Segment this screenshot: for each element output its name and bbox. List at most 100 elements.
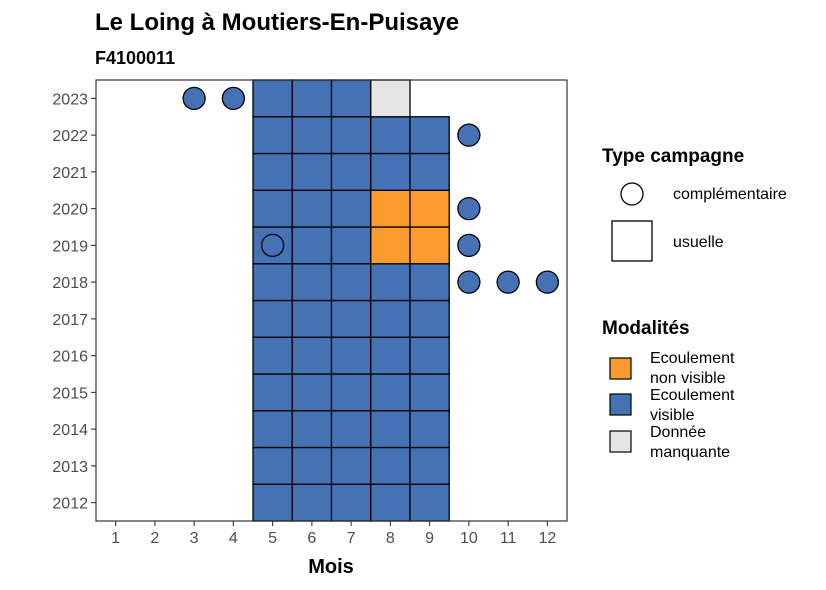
- cell-usuelle-2017-9: [409, 299, 450, 338]
- legend-modality-title: Modalités: [602, 318, 690, 339]
- cell-usuelle-2015-5: [252, 373, 293, 412]
- x-tick-label-7: 7: [347, 530, 356, 547]
- cell-usuelle-2023-6: [291, 79, 333, 118]
- cell-usuelle-2016-9: [409, 336, 450, 375]
- cell-usuelle-2023-7: [330, 79, 372, 118]
- panel-border: [95, 79, 568, 522]
- y-tick-label-2015: 2015: [52, 385, 88, 402]
- x-axis: 1 2 3 4 5 6 7 8 9 10 11 12: [111, 521, 556, 547]
- cell-usuelle-2016-7: [330, 336, 372, 375]
- cell-usuelle-2012-9: [409, 483, 450, 522]
- cell-usuelle-2019-9: [409, 226, 450, 265]
- point-complementaire-2018-10: [457, 270, 481, 294]
- y-tick-label-2023: 2023: [52, 91, 88, 108]
- x-tick-label-5: 5: [268, 530, 277, 547]
- legend-modality-visible-label-2: visible: [650, 407, 695, 424]
- x-axis-label: Mois: [308, 556, 354, 578]
- cell-usuelle-2014-9: [409, 410, 450, 449]
- cell-usuelle-2019-8: [370, 226, 411, 265]
- legend-modality-missing-label-2: manquante: [650, 444, 730, 461]
- cell-usuelle-2021-8: [370, 152, 411, 191]
- plot-panel: [95, 79, 568, 522]
- cell-usuelle-2015-6: [291, 373, 333, 412]
- x-tick-label-1: 1: [111, 530, 120, 547]
- cell-usuelle-2021-6: [291, 152, 333, 191]
- cell-usuelle-2018-5: [252, 263, 293, 302]
- cell-usuelle-2014-7: [330, 410, 372, 449]
- x-tick-label-3: 3: [190, 530, 199, 547]
- x-tick-label-2: 2: [150, 530, 159, 547]
- cell-usuelle-2013-5: [252, 446, 293, 485]
- cell-usuelle-2017-8: [370, 299, 411, 338]
- y-tick-label-2017: 2017: [52, 312, 88, 329]
- x-tick-label-9: 9: [425, 530, 434, 547]
- chart-subtitle: F4100011: [95, 48, 175, 68]
- cell-usuelle-2022-6: [291, 116, 333, 155]
- legend-modality-non-visible-label-1: Ecoulement: [650, 350, 735, 367]
- x-tick-label-11: 11: [500, 530, 517, 547]
- cell-usuelle-2017-7: [330, 299, 372, 338]
- legend-modality-visible-label-1: Ecoulement: [650, 387, 735, 404]
- cell-usuelle-2018-8: [370, 263, 411, 302]
- x-tick-label-12: 12: [538, 530, 556, 547]
- y-tick-label-2014: 2014: [52, 422, 88, 439]
- cell-usuelle-2022-7: [330, 116, 372, 155]
- legend-modality-missing-label-1: Donnée: [650, 424, 706, 441]
- chart-title: Le Loing à Moutiers-En-Puisaye: [95, 9, 459, 36]
- cell-usuelle-2017-5: [252, 299, 293, 338]
- y-tick-label-2021: 2021: [52, 165, 88, 182]
- y-tick-label-2019: 2019: [52, 238, 88, 255]
- y-tick-label-2018: 2018: [52, 275, 88, 292]
- cell-usuelle-2016-8: [370, 336, 411, 375]
- cell-usuelle-2016-5: [252, 336, 293, 375]
- cell-usuelle-2016-6: [291, 336, 333, 375]
- legend-campaign: Type campagne complémentaire usuelle: [602, 146, 787, 262]
- x-tick-label-10: 10: [460, 530, 478, 547]
- cell-usuelle-2014-5: [252, 410, 293, 449]
- cell-usuelle-2021-5: [252, 152, 293, 191]
- x-tick-label-4: 4: [229, 530, 238, 547]
- point-complementaire-2020-10: [457, 196, 481, 221]
- cell-usuelle-2013-9: [409, 446, 450, 485]
- cell-usuelle-2021-9: [409, 152, 450, 191]
- legend-campaign-complementaire-key: [620, 182, 644, 206]
- cell-usuelle-2022-5: [252, 116, 293, 155]
- point-complementaire-2019-5: [260, 233, 285, 258]
- point-complementaire-2018-11: [496, 270, 520, 294]
- cell-usuelle-2012-8: [370, 483, 411, 522]
- y-tick-label-2016: 2016: [52, 349, 88, 366]
- cell-usuelle-2012-6: [291, 483, 333, 522]
- cell-usuelle-2019-6: [291, 226, 333, 265]
- legend-campaign-complementaire-label: complémentaire: [673, 186, 787, 203]
- y-tick-label-2013: 2013: [52, 459, 88, 476]
- legend-campaign-usuelle-key: [611, 220, 653, 262]
- legend-modality-missing-key: [609, 430, 632, 453]
- cell-usuelle-2020-9: [409, 189, 450, 228]
- cell-usuelle-2023-5: [252, 79, 293, 118]
- legend-campaign-usuelle-label: usuelle: [673, 234, 724, 251]
- y-tick-label-2020: 2020: [52, 202, 88, 219]
- legend-modality: Modalités Ecoulement non visible Ecoulem…: [602, 318, 735, 461]
- cell-usuelle-2018-9: [409, 263, 450, 302]
- cell-usuelle-2020-7: [330, 189, 372, 228]
- cell-usuelle-2014-8: [370, 410, 411, 449]
- cell-usuelle-2017-6: [291, 299, 333, 338]
- y-axis: 2012 2013 2014 2015 2016 2017 2018 2019 2020 2021…: [52, 91, 96, 513]
- cell-usuelle-2018-7: [330, 263, 372, 302]
- cell-usuelle-2022-9: [409, 116, 450, 155]
- cell-usuelle-2015-7: [330, 373, 372, 412]
- legend-modality-non-visible-key: [609, 357, 632, 380]
- cell-usuelle-2015-9: [409, 373, 450, 412]
- legend-modality-non-visible-label-2: non visible: [650, 370, 726, 387]
- cell-usuelle-2023-8: [370, 79, 411, 118]
- cell-usuelle-2020-6: [291, 189, 333, 228]
- cell-usuelle-2014-6: [291, 410, 333, 449]
- cell-usuelle-2022-8: [370, 116, 411, 155]
- cell-usuelle-2015-8: [370, 373, 411, 412]
- cell-usuelle-2021-7: [330, 152, 372, 191]
- cell-usuelle-2012-5: [252, 483, 293, 522]
- cell-usuelle-2013-6: [291, 446, 333, 485]
- cell-usuelle-2013-8: [370, 446, 411, 485]
- x-tick-label-8: 8: [386, 530, 395, 547]
